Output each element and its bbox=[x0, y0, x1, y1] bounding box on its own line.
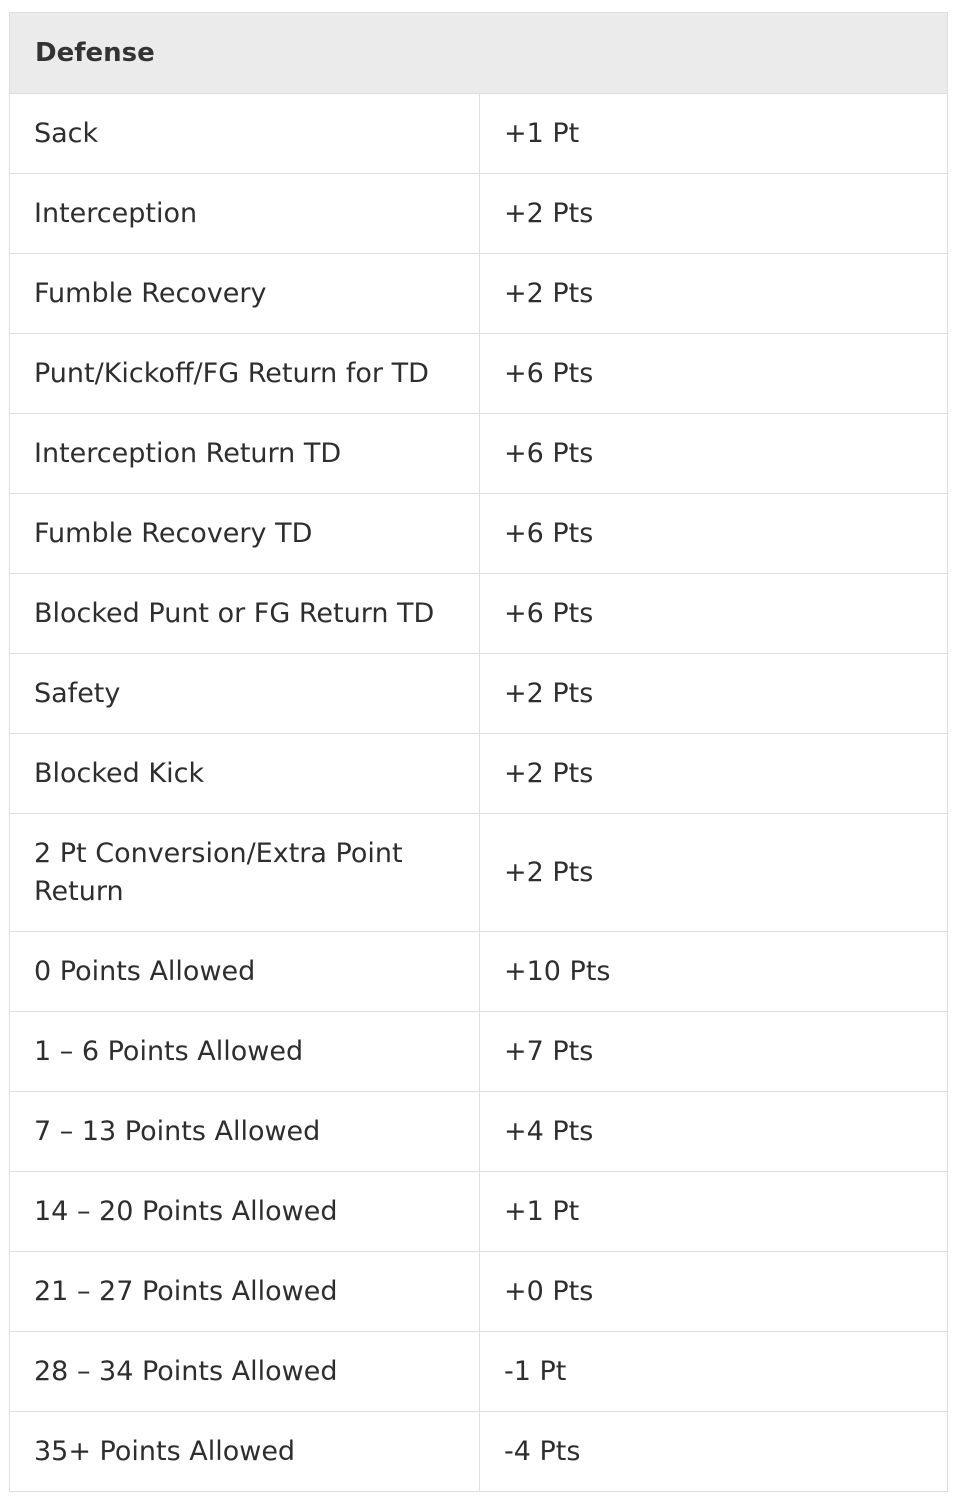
points-cell: +7 Pts bbox=[479, 1011, 948, 1092]
points-cell: +4 Pts bbox=[479, 1091, 948, 1172]
points-cell: +6 Pts bbox=[479, 333, 948, 414]
points-cell: -1 Pt bbox=[479, 1331, 948, 1412]
table-row: 0 Points Allowed +10 Pts bbox=[9, 931, 948, 1012]
table-row: Blocked Kick +2 Pts bbox=[9, 733, 948, 814]
stat-cell: Safety bbox=[9, 653, 480, 734]
stat-cell: 21 – 27 Points Allowed bbox=[9, 1251, 480, 1332]
stat-cell: 14 – 20 Points Allowed bbox=[9, 1171, 480, 1252]
points-cell: +2 Pts bbox=[479, 813, 948, 932]
defense-scoring-table: Defense Sack +1 Pt Interception +2 Pts F… bbox=[9, 12, 948, 1492]
table-row: Safety +2 Pts bbox=[9, 653, 948, 734]
table-row: Fumble Recovery TD +6 Pts bbox=[9, 493, 948, 574]
stat-cell: Blocked Punt or FG Return TD bbox=[9, 573, 480, 654]
scoring-table-container: Defense Sack +1 Pt Interception +2 Pts F… bbox=[9, 12, 948, 1492]
table-row: Fumble Recovery +2 Pts bbox=[9, 253, 948, 334]
stat-cell: Blocked Kick bbox=[9, 733, 480, 814]
table-row: Interception Return TD +6 Pts bbox=[9, 413, 948, 494]
stat-cell: 0 Points Allowed bbox=[9, 931, 480, 1012]
stat-cell: Fumble Recovery bbox=[9, 253, 480, 334]
stat-cell: 2 Pt Conversion/Extra Point Return bbox=[9, 813, 480, 932]
table-row: Punt/Kickoff/FG Return for TD +6 Pts bbox=[9, 333, 948, 414]
points-cell: -4 Pts bbox=[479, 1411, 948, 1492]
stat-cell: 7 – 13 Points Allowed bbox=[9, 1091, 480, 1172]
table-header-row: Defense bbox=[9, 12, 948, 94]
stat-cell: 28 – 34 Points Allowed bbox=[9, 1331, 480, 1412]
table-row: 1 – 6 Points Allowed +7 Pts bbox=[9, 1011, 948, 1092]
table-row: Interception +2 Pts bbox=[9, 173, 948, 254]
stat-cell: 35+ Points Allowed bbox=[9, 1411, 480, 1492]
stat-cell: Fumble Recovery TD bbox=[9, 493, 480, 574]
points-cell: +1 Pt bbox=[479, 1171, 948, 1252]
points-cell: +6 Pts bbox=[479, 493, 948, 574]
table-row: 35+ Points Allowed -4 Pts bbox=[9, 1411, 948, 1492]
points-cell: +0 Pts bbox=[479, 1251, 948, 1332]
stat-cell: Interception bbox=[9, 173, 480, 254]
table-row: Sack +1 Pt bbox=[9, 93, 948, 174]
table-row: Blocked Punt or FG Return TD +6 Pts bbox=[9, 573, 948, 654]
table-row: 14 – 20 Points Allowed +1 Pt bbox=[9, 1171, 948, 1252]
points-cell: +6 Pts bbox=[479, 573, 948, 654]
stat-cell: Interception Return TD bbox=[9, 413, 480, 494]
points-cell: +2 Pts bbox=[479, 733, 948, 814]
table-row: 21 – 27 Points Allowed +0 Pts bbox=[9, 1251, 948, 1332]
stat-cell: Sack bbox=[9, 93, 480, 174]
table-header-defense: Defense bbox=[9, 12, 948, 94]
stat-cell: 1 – 6 Points Allowed bbox=[9, 1011, 480, 1092]
points-cell: +6 Pts bbox=[479, 413, 948, 494]
table-row: 28 – 34 Points Allowed -1 Pt bbox=[9, 1331, 948, 1412]
points-cell: +10 Pts bbox=[479, 931, 948, 1012]
points-cell: +2 Pts bbox=[479, 653, 948, 734]
points-cell: +2 Pts bbox=[479, 253, 948, 334]
stat-cell: Punt/Kickoff/FG Return for TD bbox=[9, 333, 480, 414]
points-cell: +2 Pts bbox=[479, 173, 948, 254]
table-row: 2 Pt Conversion/Extra Point Return +2 Pt… bbox=[9, 813, 948, 932]
points-cell: +1 Pt bbox=[479, 93, 948, 174]
table-row: 7 – 13 Points Allowed +4 Pts bbox=[9, 1091, 948, 1172]
